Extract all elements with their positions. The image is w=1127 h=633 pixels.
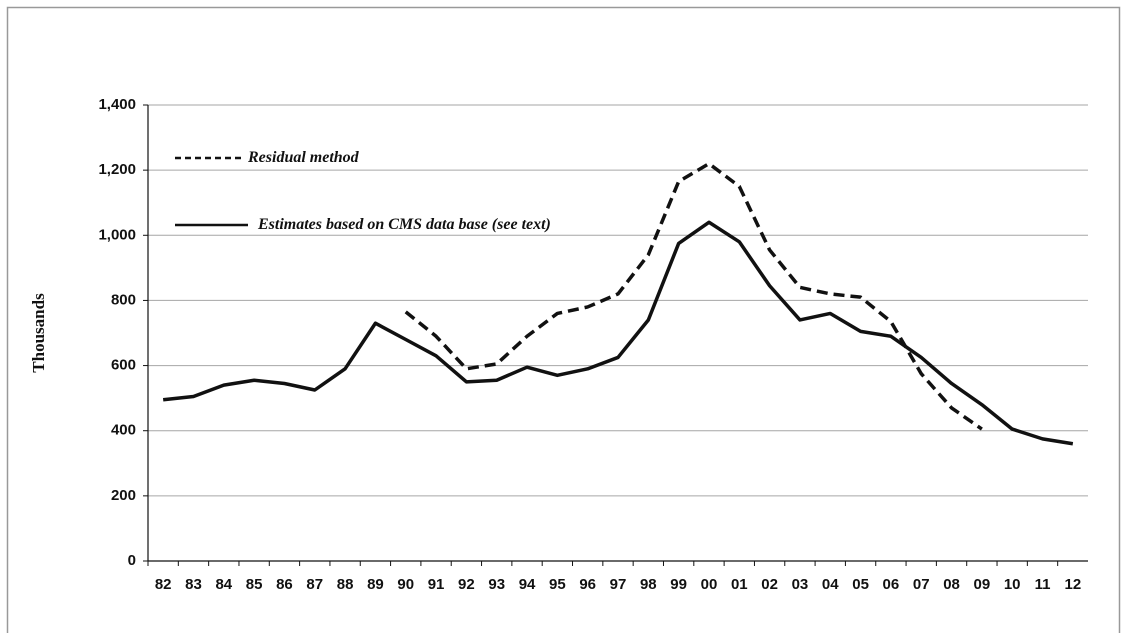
x-tick-label: 87 [306,576,323,593]
x-tick-label: 07 [913,576,930,593]
x-tick-label: 88 [337,576,354,593]
x-tick-label: 11 [1035,576,1051,593]
x-tick-label: 03 [792,576,809,593]
y-tick-label: 1,200 [98,161,136,178]
x-tick-label: 84 [215,576,232,593]
x-tick-label: 00 [701,576,718,593]
x-tick-label: 89 [367,576,384,593]
x-tick-label: 96 [579,576,596,593]
x-tick-label: 05 [852,576,869,593]
x-tick-label: 86 [276,576,293,593]
x-tick-label: 12 [1064,576,1081,593]
y-tick-label: 1,400 [98,96,136,113]
x-tick-label: 93 [488,576,505,593]
x-tick-label: 97 [610,576,627,593]
x-tick-label: 95 [549,576,566,593]
x-tick-label: 91 [428,576,445,593]
x-tick-label: 83 [185,576,202,593]
x-tick-label: 82 [155,576,172,593]
x-tick-label: 85 [246,576,263,593]
x-tick-label: 02 [761,576,778,593]
x-tick-label: 92 [458,576,475,593]
y-tick-label: 600 [111,357,136,374]
legend-label: Estimates based on CMS data base (see te… [258,216,551,233]
y-axis-label: Thousands [29,293,48,373]
x-tick-label: 09 [974,576,991,593]
x-tick-label: 94 [519,576,536,593]
legend-label: Residual method [248,149,359,166]
y-tick-label: 800 [111,291,136,308]
x-tick-label: 01 [731,576,748,593]
x-tick-label: 04 [822,576,839,593]
y-tick-label: 0 [128,552,136,569]
x-tick-label: 99 [670,576,687,593]
x-tick-label: 90 [397,576,414,593]
y-tick-label: 400 [111,422,136,439]
x-tick-label: 08 [943,576,960,593]
x-tick-label: 98 [640,576,657,593]
series-line [404,161,983,431]
frame [6,6,1121,633]
y-tick-label: 1,000 [98,226,136,243]
x-tick-label: 10 [1004,576,1021,593]
x-tick-label: 06 [883,576,900,593]
series-line [162,220,1074,446]
y-tick-label: 200 [111,487,136,504]
